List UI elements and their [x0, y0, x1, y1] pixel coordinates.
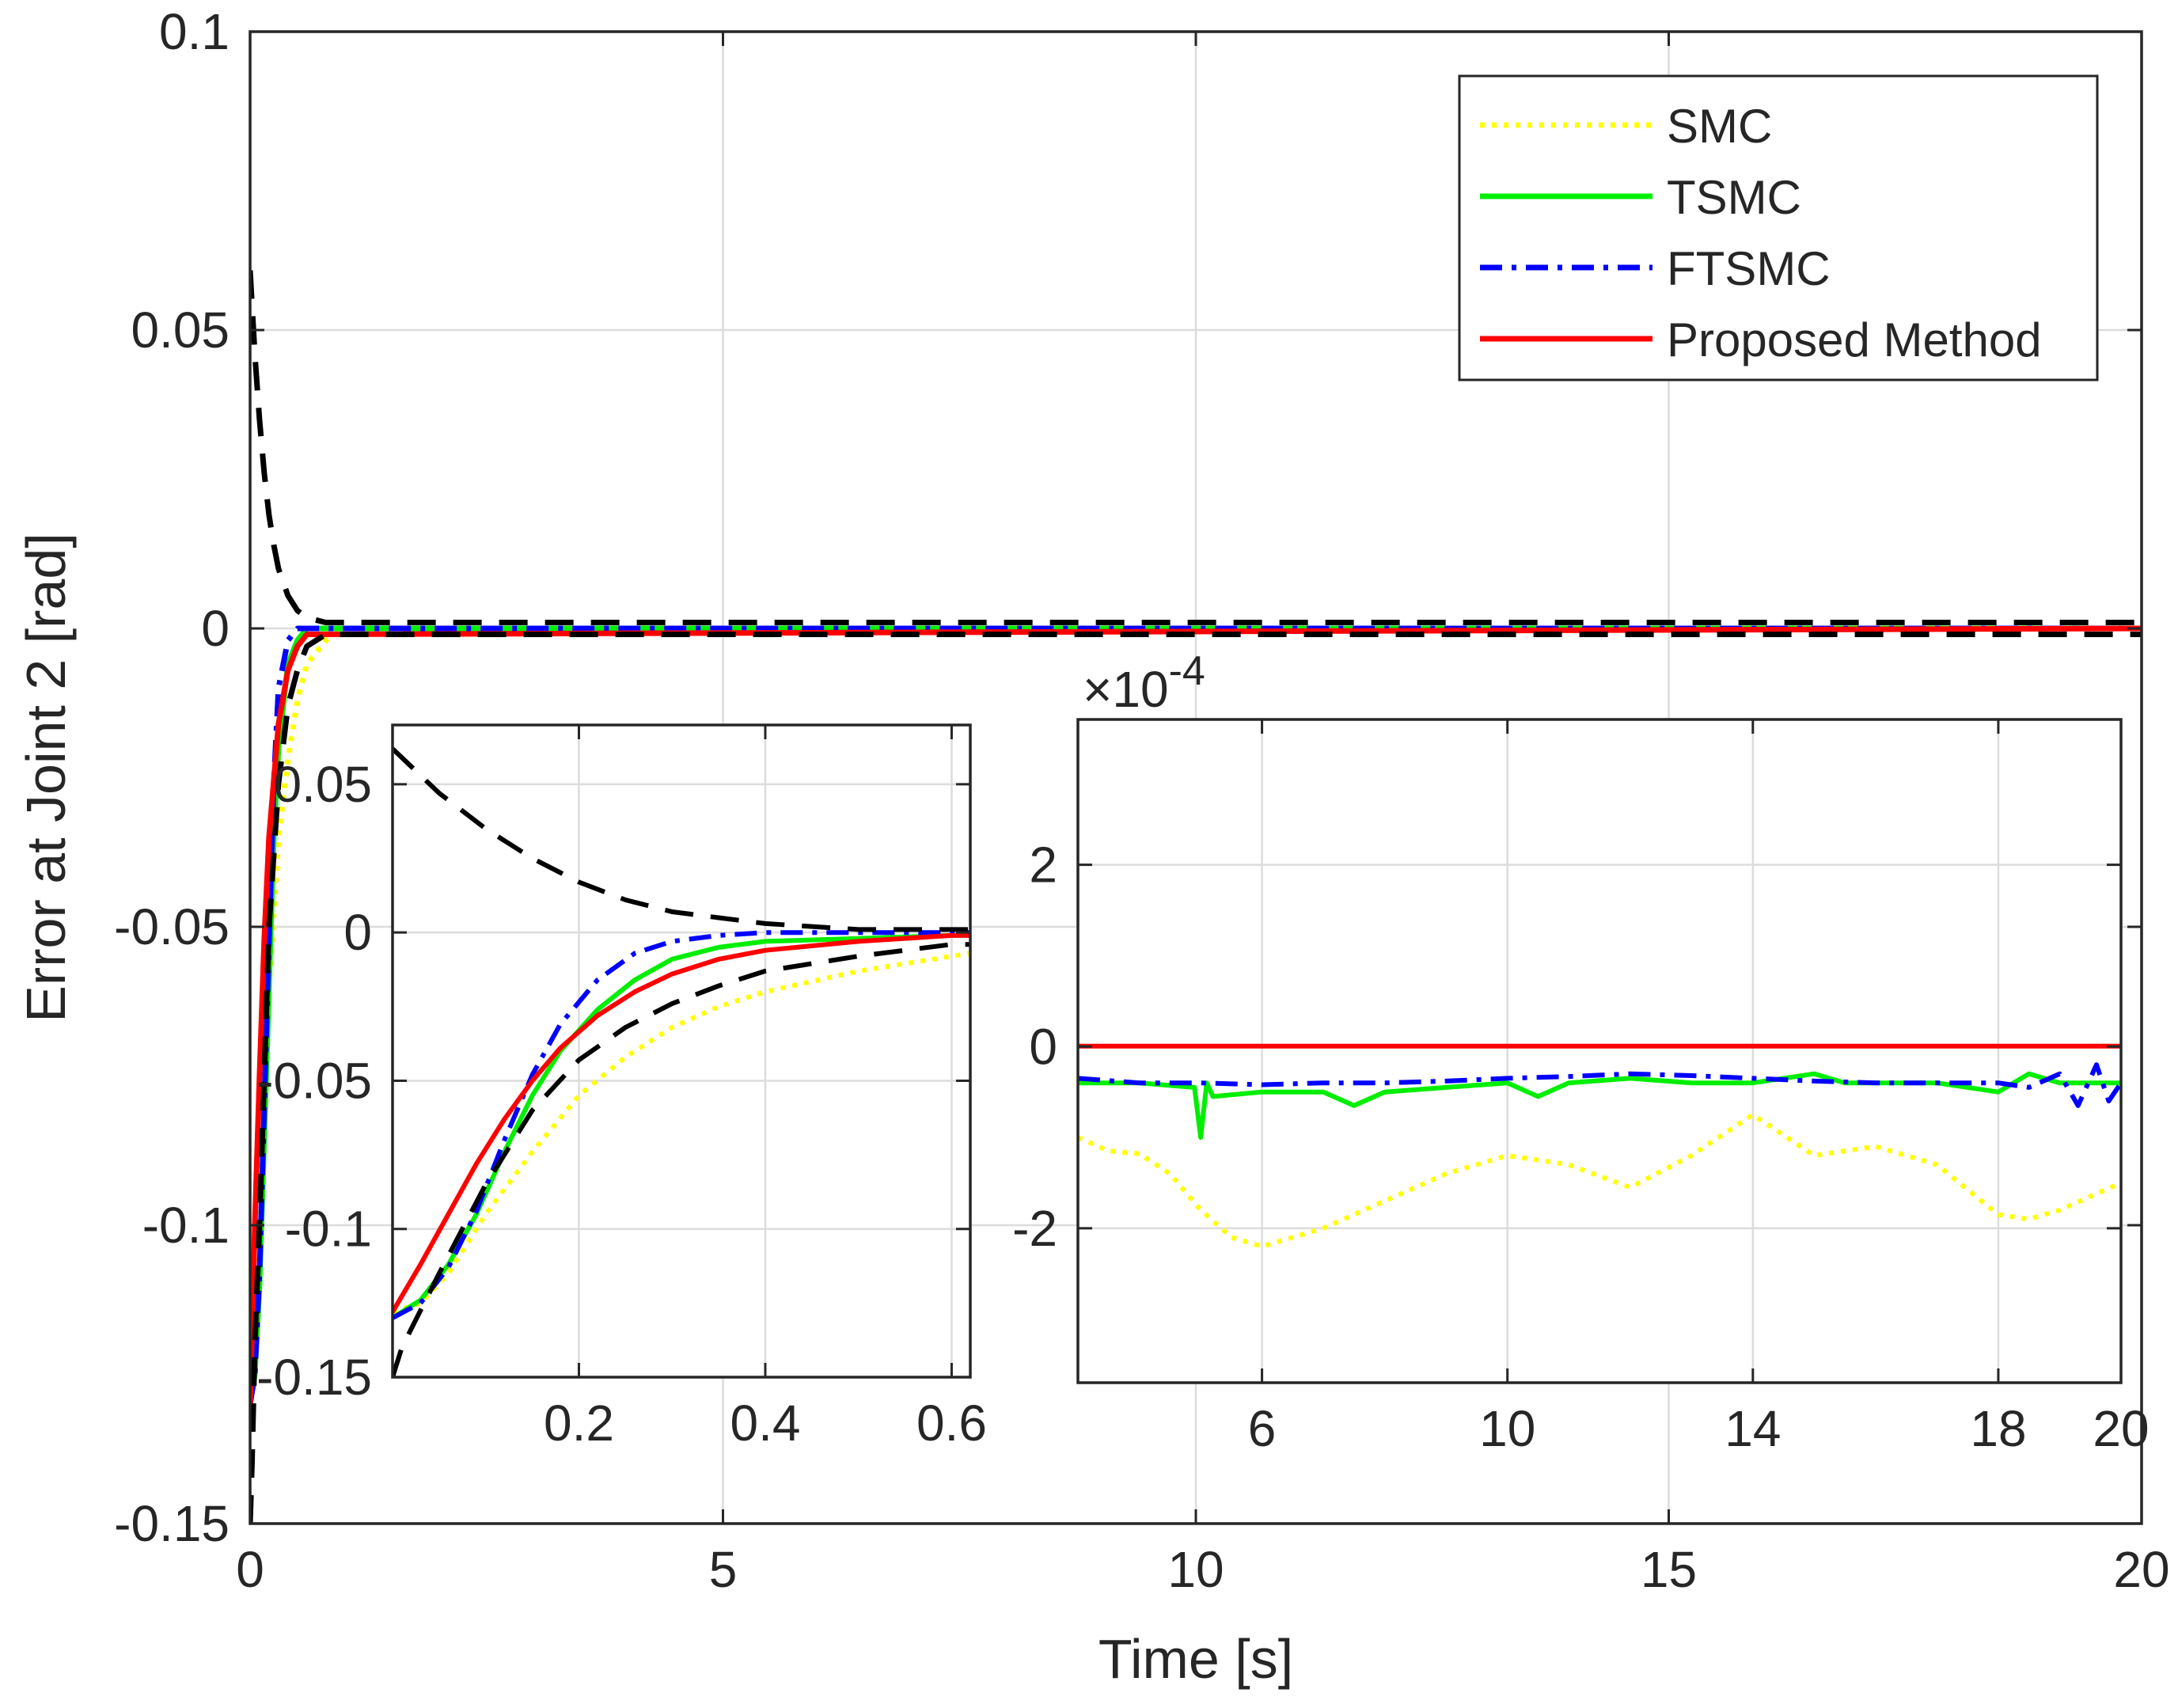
main-xtick-label: 15 [1641, 1541, 1697, 1598]
inset-left-series-proposed-method [393, 932, 970, 1314]
main-xtick-label: 20 [2113, 1541, 2169, 1598]
inset-left-ytick-label: 0 [343, 904, 372, 961]
inset-right-xtick-label: 6 [1248, 1400, 1277, 1457]
legend-label-tsmc: TSMC [1667, 171, 1801, 224]
inset-right-series-ftsmc [1078, 1062, 2121, 1108]
inset-left-plot-area [393, 725, 970, 1377]
inset-right-plot-area [1078, 719, 2121, 1383]
inset-right-xtick-label: 18 [1970, 1400, 2026, 1457]
legend: SMC TSMC FTSMC Proposed Method [1458, 74, 2099, 381]
inset-right-axes: 6 10 14 18 20 -2 0 2 ×10-4 [1012, 648, 2150, 1457]
inset-left-ytick-label: -0.1 [285, 1201, 372, 1258]
inset-left-series-bound-upper [393, 746, 970, 932]
main-series-ftsmc [250, 625, 2142, 1405]
main-series-group [250, 270, 2142, 1524]
main-ytick-label: 0.1 [159, 3, 230, 60]
inset-left-xtick-label: 0.6 [916, 1395, 987, 1452]
inset-right-ytick-label: 0 [1029, 1018, 1057, 1075]
legend-label-smc: SMC [1667, 100, 1772, 153]
legend-label-ftsmc: FTSMC [1667, 242, 1831, 295]
main-ytick-label: -0.1 [142, 1197, 230, 1254]
main-ytick-label: -0.15 [114, 1495, 230, 1552]
main-series-bound-upper [250, 270, 2142, 625]
inset-right-exponent-label: ×10-4 [1083, 648, 1205, 718]
inset-right-xtick-label: 20 [2093, 1400, 2149, 1457]
legend-label-proposed-method: Proposed Method [1667, 313, 2042, 366]
main-ytick-label: -0.05 [114, 898, 230, 955]
inset-left-ytick-label: -0.05 [256, 1052, 372, 1109]
main-ytick-label: 0.05 [131, 302, 230, 359]
inset-left-axes: 0.2 0.4 0.6 -0.15 -0.1 -0.05 0 0.05 [256, 723, 987, 1452]
main-xtick-label: 0 [236, 1541, 264, 1598]
main-series-smc [250, 625, 2142, 1405]
x-axis-label: Time [s] [1098, 1628, 1293, 1690]
inset-left-frame [391, 723, 972, 1379]
main-series-bound-lower [250, 632, 2142, 1524]
inset-right-exponent-power: -4 [1169, 648, 1205, 694]
inset-left-series-ftsmc [393, 930, 970, 1320]
inset-left-series-group [393, 746, 970, 1377]
main-ytick-label: 0 [201, 600, 230, 657]
inset-right-xtick-label: 14 [1725, 1400, 1781, 1457]
y-axis-label: Error at Joint 2 [rad] [15, 533, 77, 1023]
main-series-proposed-method [250, 625, 2142, 1405]
inset-left-xtick-label: 0.4 [730, 1395, 800, 1452]
inset-left-ytick-label: 0.05 [273, 756, 372, 813]
inset-right-ytick-label: -2 [1012, 1200, 1057, 1257]
inset-left-xtick-label: 0.2 [544, 1395, 614, 1452]
inset-left-series-bound-lower [393, 942, 970, 1377]
inset-left-ytick-label: -0.15 [256, 1349, 372, 1406]
inset-right-series-group [1078, 1043, 2121, 1249]
inset-right-ytick-label: 2 [1029, 837, 1057, 894]
inset-right-xtick-label: 10 [1479, 1400, 1535, 1457]
main-xtick-label: 5 [709, 1541, 738, 1598]
inset-right-series-smc [1078, 1112, 2121, 1249]
inset-right-frame [1076, 718, 2123, 1384]
inset-right-exponent-base: ×10 [1083, 661, 1169, 718]
main-xtick-label: 10 [1167, 1541, 1224, 1598]
